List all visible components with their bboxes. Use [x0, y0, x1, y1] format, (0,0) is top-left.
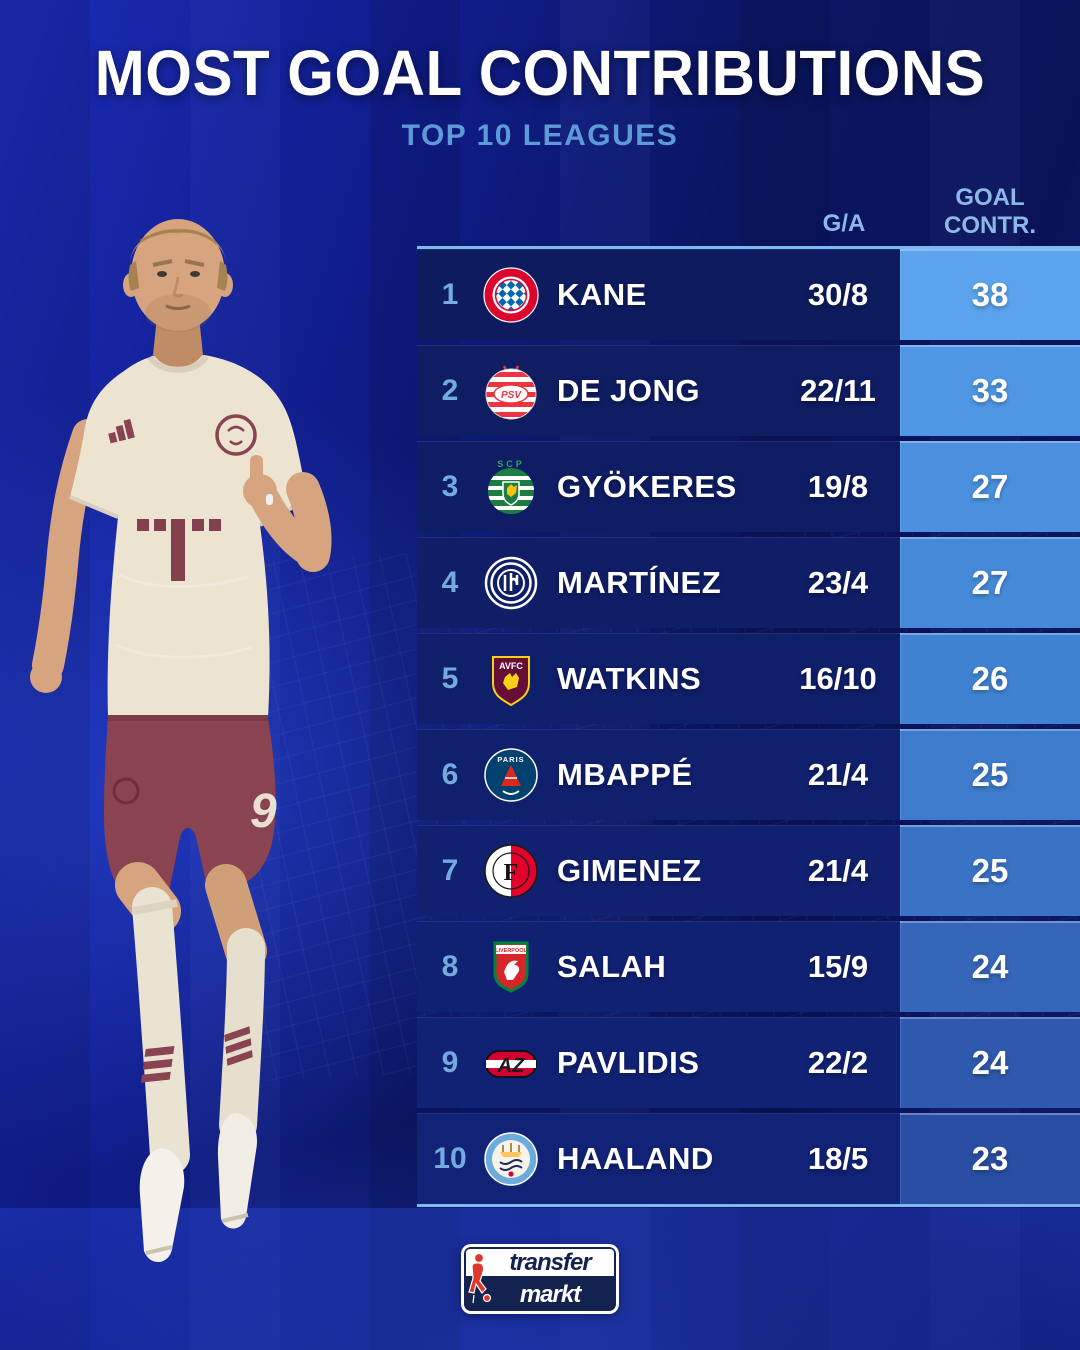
- table-row-main: 3 SCP GYÖKERES 19/8: [417, 441, 900, 532]
- column-header-ga: G/A: [822, 210, 866, 237]
- club-badge-psg-icon: PARIS: [483, 746, 539, 804]
- club-badge-feyenoord-icon: F: [483, 842, 539, 900]
- ga-value: 22/2: [807, 1044, 869, 1080]
- club-badge-bayern-icon: [483, 266, 539, 324]
- goal-contr-cell: 25: [900, 729, 1080, 820]
- table-row: 9 AZ PAVLIDIS 22/2 24: [417, 1017, 1080, 1108]
- rank-label: 10: [433, 1141, 467, 1175]
- goal-contr-cell: 24: [900, 921, 1080, 1012]
- table-row-main: 8 LIVERPOOL SALAH 15/9: [417, 921, 900, 1012]
- svg-text:AVFC: AVFC: [499, 661, 523, 671]
- svg-text:LIVERPOOL: LIVERPOOL: [495, 948, 527, 954]
- svg-text:SCP: SCP: [497, 459, 525, 469]
- page-title: MOST GOAL CONTRIBUTIONS: [94, 37, 986, 109]
- rank-label: 9: [441, 1045, 459, 1079]
- transfermarkt-logo: transfer markt: [461, 1244, 619, 1314]
- player-name: PAVLIDIS: [557, 1044, 700, 1080]
- column-header-goal-contr: GOAL CONTR.: [900, 184, 1080, 240]
- club-badge-sporting-icon: SCP: [483, 458, 539, 516]
- club-badge-villa-icon: AVFC: [483, 650, 539, 708]
- column-header-goal-line1: GOAL: [955, 184, 1025, 211]
- svg-text:F: F: [504, 860, 519, 886]
- table-row: 3 SCP GYÖKERES 19/8 27: [417, 441, 1080, 532]
- goal-contr-cell: 23: [900, 1113, 1080, 1204]
- player-name: HAALAND: [557, 1140, 714, 1176]
- table-row-main: 2 PSV DE JONG 22/11: [417, 345, 900, 436]
- ga-value: 30/8: [807, 276, 869, 312]
- rank-label: 1: [441, 277, 459, 311]
- ga-value: 21/4: [807, 756, 869, 792]
- table-row-main: 10 HAALAND 18/5: [417, 1113, 900, 1204]
- table-row: 6 PARIS MBAPPÉ 21/4 25: [417, 729, 1080, 820]
- table-row-main: 4 MARTÍNEZ 23/4: [417, 537, 900, 628]
- ga-value: 21/4: [807, 852, 869, 888]
- player-name: DE JONG: [557, 372, 701, 408]
- table-row: 7 F GIMENEZ 21/4 25: [417, 825, 1080, 916]
- leaderboard-table: 1 KANE 30/8 38 2 PSV DE JONG 22/11 33 3: [417, 246, 1080, 1207]
- table-row: 5 AVFC WATKINS 16/10 26: [417, 633, 1080, 724]
- svg-text:AZ: AZ: [497, 1055, 525, 1077]
- club-badge-psv-icon: PSV: [483, 362, 539, 420]
- goal-contr-cell: 24: [900, 1017, 1080, 1108]
- player-name: MARTÍNEZ: [557, 564, 722, 600]
- ga-value: 15/9: [807, 948, 869, 984]
- player-name: KANE: [557, 276, 647, 312]
- column-headers: G/A GOAL CONTR.: [417, 182, 1080, 240]
- player-name: GIMENEZ: [557, 852, 702, 888]
- club-badge-inter-icon: [483, 554, 539, 612]
- ga-value: 23/4: [807, 564, 869, 600]
- rank-label: 5: [441, 661, 459, 695]
- table-row: 8 LIVERPOOL SALAH 15/9 24: [417, 921, 1080, 1012]
- transfermarkt-logo-inner: transfer markt: [464, 1247, 616, 1311]
- goal-contr-cell: 33: [900, 345, 1080, 436]
- rank-label: 2: [441, 373, 459, 407]
- ga-value: 18/5: [807, 1140, 869, 1176]
- svg-text:9: 9: [250, 785, 277, 838]
- goal-contr-cell: 25: [900, 825, 1080, 916]
- table-row-main: 5 AVFC WATKINS 16/10: [417, 633, 900, 724]
- page-subtitle: TOP 10 LEAGUES: [401, 119, 679, 152]
- footballer-icon: [468, 1252, 492, 1304]
- ga-value: 16/10: [799, 660, 877, 696]
- table-row-main: 7 F GIMENEZ 21/4: [417, 825, 900, 916]
- table-row: 4 MARTÍNEZ 23/4 27: [417, 537, 1080, 628]
- player-name: MBAPPÉ: [557, 756, 693, 792]
- transfermarkt-logo-top-text: transfer: [466, 1249, 614, 1276]
- club-badge-az-icon: AZ: [483, 1034, 539, 1092]
- table-row-main: 1 KANE 30/8: [417, 249, 900, 340]
- goal-contr-cell: 26: [900, 633, 1080, 724]
- player-name: GYÖKERES: [557, 468, 737, 504]
- rank-label: 3: [441, 469, 459, 503]
- player-name: SALAH: [557, 948, 667, 984]
- table-row-main: 6 PARIS MBAPPÉ 21/4: [417, 729, 900, 820]
- club-badge-city-icon: [483, 1130, 539, 1188]
- rank-label: 6: [441, 757, 459, 791]
- table-row: 2 PSV DE JONG 22/11 33: [417, 345, 1080, 436]
- goal-contr-cell: 38: [900, 249, 1080, 340]
- rank-label: 4: [441, 565, 459, 599]
- rank-label: 8: [441, 949, 459, 983]
- header: MOST GOAL CONTRIBUTIONS TOP 10 LEAGUES: [0, 36, 1080, 153]
- rank-label: 7: [441, 853, 459, 887]
- ga-value: 19/8: [807, 468, 869, 504]
- player-photo: 9: [30, 219, 332, 1263]
- table-row: 1 KANE 30/8 38: [417, 249, 1080, 340]
- svg-text:PARIS: PARIS: [497, 755, 524, 764]
- column-header-goal-line2: CONTR.: [944, 212, 1036, 239]
- ga-value: 22/11: [800, 372, 876, 408]
- goal-contr-cell: 27: [900, 441, 1080, 532]
- goal-contr-cell: 27: [900, 537, 1080, 628]
- player-name: WATKINS: [557, 660, 702, 696]
- table-row: 10 HAALAND 18/5 23: [417, 1113, 1080, 1204]
- transfermarkt-logo-bottom-text: markt: [519, 1281, 581, 1308]
- svg-text:PSV: PSV: [501, 390, 522, 401]
- table-row-main: 9 AZ PAVLIDIS 22/2: [417, 1017, 900, 1108]
- club-badge-liverpool-icon: LIVERPOOL: [483, 938, 539, 996]
